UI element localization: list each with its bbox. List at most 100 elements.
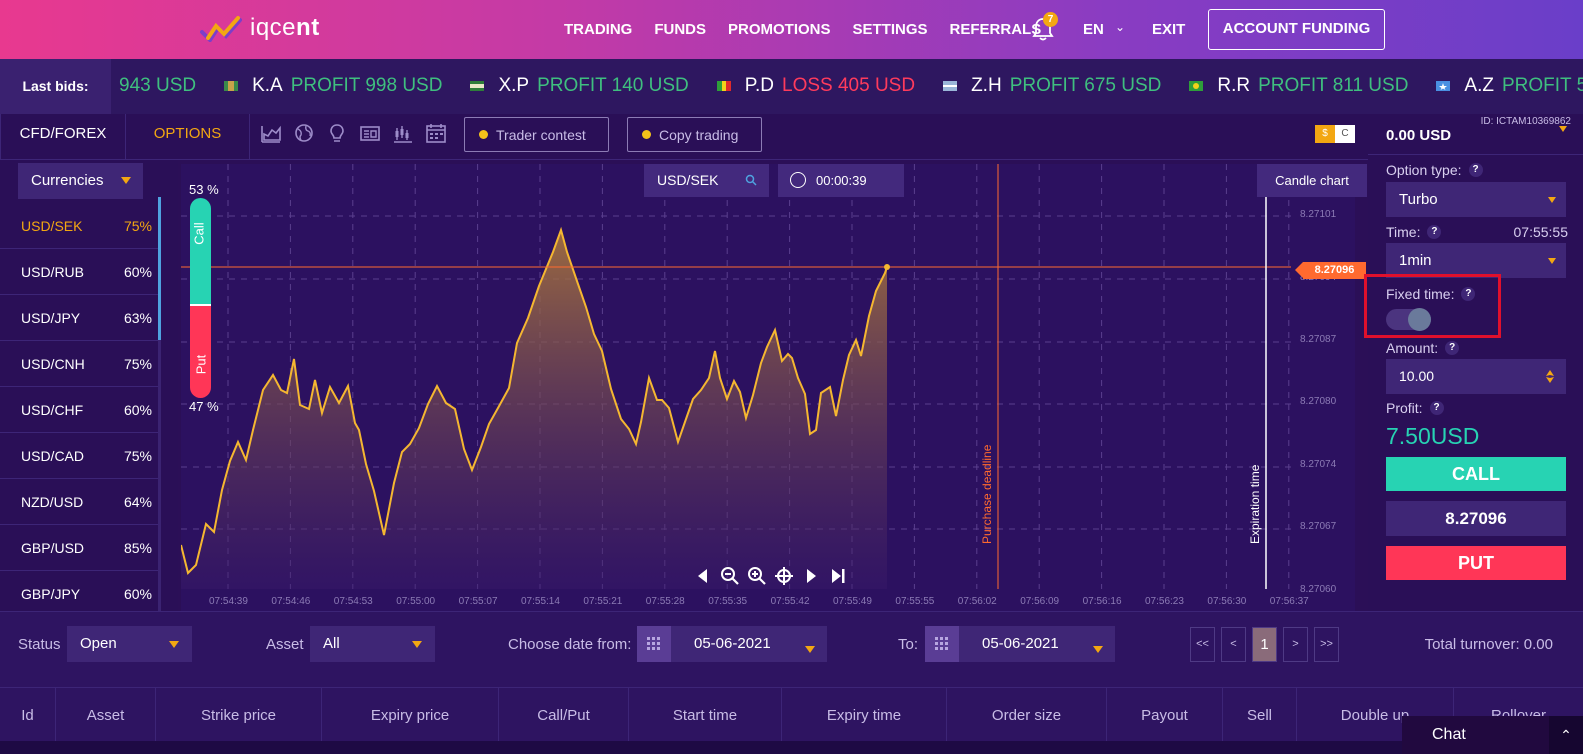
- zoom-in-icon[interactable]: [747, 566, 767, 586]
- asset-item[interactable]: GBP/USD 85%: [0, 525, 158, 571]
- price-chart[interactable]: Purchase deadline Expiration time 8.2710…: [181, 164, 1355, 611]
- stepper-icon[interactable]: [1546, 370, 1554, 383]
- notification-badge: 7: [1043, 12, 1058, 27]
- timer-value: 00:00:39: [816, 173, 867, 188]
- column-header[interactable]: Call/Put: [499, 688, 629, 744]
- asset-filter-select[interactable]: All: [310, 626, 435, 662]
- asset-item[interactable]: USD/CHF 60%: [0, 387, 158, 433]
- news-icon[interactable]: [359, 122, 381, 144]
- dropdown-arrow-icon: [169, 641, 179, 648]
- column-header[interactable]: Sell: [1223, 688, 1297, 744]
- asset-item[interactable]: USD/RUB 60%: [0, 249, 158, 295]
- candle-chart-button[interactable]: Candle chart: [1257, 164, 1367, 197]
- page-next-button[interactable]: >: [1283, 627, 1308, 662]
- asset-item[interactable]: USD/CAD 75%: [0, 433, 158, 479]
- trader-contest-button[interactable]: Trader contest: [464, 117, 609, 152]
- duration-select[interactable]: 1min: [1386, 243, 1566, 278]
- scroll-left-icon[interactable]: [693, 566, 713, 586]
- asset-item[interactable]: GBP/JPY 60%: [0, 571, 158, 617]
- currency-toggle[interactable]: $ C: [1315, 125, 1355, 143]
- ticker-item: A.Z PROFIT 59 USD: [1436, 75, 1583, 97]
- currency-c[interactable]: C: [1335, 125, 1355, 143]
- column-header[interactable]: Expiry price: [322, 688, 499, 744]
- table-bottom-bar: [0, 741, 1583, 754]
- asset-search[interactable]: USD/SEK: [644, 164, 769, 197]
- asset-name: USD/RUB: [21, 263, 85, 280]
- chevron-down-icon[interactable]: ⌄: [1115, 20, 1126, 34]
- tab-options[interactable]: OPTIONS: [126, 114, 250, 160]
- globe-icon[interactable]: [293, 122, 315, 144]
- ticker-items: 943 USD K.A PROFIT 998 USD X.P PROFIT 14…: [119, 75, 1583, 97]
- fixed-time-toggle[interactable]: [1386, 308, 1431, 331]
- nav-settings[interactable]: SETTINGS: [852, 21, 928, 38]
- page-current[interactable]: 1: [1252, 627, 1277, 662]
- column-header[interactable]: Payout: [1107, 688, 1223, 744]
- nav-trading[interactable]: TRADING: [564, 21, 633, 38]
- column-header[interactable]: Order size: [947, 688, 1107, 744]
- help-icon[interactable]: ?: [1445, 341, 1460, 355]
- page-prev-button[interactable]: <: [1221, 627, 1246, 662]
- area-chart-icon[interactable]: [260, 122, 282, 144]
- page-last-button[interactable]: >>: [1314, 627, 1339, 662]
- calendar-grid-icon[interactable]: [637, 626, 671, 662]
- nav-promotions[interactable]: PROMOTIONS: [728, 21, 831, 38]
- skip-to-end-icon[interactable]: [828, 566, 848, 586]
- zoom-out-icon[interactable]: [720, 566, 740, 586]
- chart-controls: [693, 566, 855, 586]
- asset-item[interactable]: USD/JPY 63%: [0, 295, 158, 341]
- asset-item[interactable]: NZD/USD 64%: [0, 479, 158, 525]
- option-type-label: Option type:?: [1386, 162, 1483, 178]
- asset-payout: 60%: [123, 585, 152, 602]
- help-icon[interactable]: ?: [1461, 287, 1476, 301]
- candlestick-icon[interactable]: [392, 122, 414, 144]
- search-icon[interactable]: [745, 174, 757, 186]
- x-tick-label: 07:55:28: [646, 596, 685, 607]
- lightbulb-icon[interactable]: [326, 122, 348, 144]
- help-icon[interactable]: ?: [1427, 225, 1442, 239]
- currency-usd[interactable]: $: [1315, 125, 1335, 143]
- copy-trading-button[interactable]: Copy trading: [627, 117, 762, 152]
- crosshair-icon[interactable]: [774, 566, 794, 586]
- balance-dropdown-icon[interactable]: [1559, 126, 1567, 132]
- calendar-grid-icon[interactable]: [925, 626, 959, 662]
- nav-funds[interactable]: FUNDS: [654, 21, 706, 38]
- column-header[interactable]: Id: [0, 688, 56, 744]
- exit-link[interactable]: EXIT: [1152, 21, 1186, 38]
- nav-referrals[interactable]: REFERRALS: [949, 21, 1042, 38]
- ticker-item: 943 USD: [119, 75, 196, 97]
- column-header[interactable]: Asset: [56, 688, 156, 744]
- ticker-result: LOSS 405 USD: [782, 75, 916, 96]
- date-from-picker[interactable]: 05-06-2021: [637, 626, 827, 662]
- help-icon[interactable]: ?: [1429, 401, 1444, 415]
- column-header[interactable]: Expiry time: [782, 688, 947, 744]
- column-header[interactable]: Strike price: [156, 688, 322, 744]
- column-header[interactable]: Start time: [629, 688, 782, 744]
- account-funding-button[interactable]: ACCOUNT FUNDING: [1208, 9, 1385, 50]
- asset-item[interactable]: USD/CNH 75%: [0, 341, 158, 387]
- language-selector[interactable]: EN: [1083, 21, 1104, 38]
- date-to-picker[interactable]: 05-06-2021: [925, 626, 1115, 662]
- category-select[interactable]: Currencies: [18, 163, 143, 199]
- chevron-up-icon[interactable]: ⌃: [1549, 716, 1583, 754]
- help-icon[interactable]: ?: [1468, 163, 1483, 177]
- page-first-button[interactable]: <<: [1190, 627, 1215, 662]
- status-select[interactable]: Open: [67, 626, 192, 662]
- last-bids-ticker: Last bids: 943 USD K.A PROFIT 998 USD X.…: [0, 59, 1583, 114]
- tab-cfd-forex[interactable]: CFD/FOREX: [0, 114, 126, 160]
- amount-input[interactable]: 10.00: [1386, 359, 1566, 394]
- logo[interactable]: iqcent: [200, 14, 320, 42]
- x-tick-label: 07:56:09: [1020, 596, 1059, 607]
- asset-item[interactable]: USD/SEK 75%: [0, 203, 158, 249]
- put-button[interactable]: PUT: [1386, 546, 1566, 580]
- chat-widget[interactable]: Chat ⌃: [1402, 716, 1583, 754]
- x-tick-label: 07:56:23: [1145, 596, 1184, 607]
- x-tick-label: 07:55:55: [895, 596, 934, 607]
- calendar-icon[interactable]: [425, 122, 447, 144]
- asset-name: USD/CNH: [21, 355, 85, 372]
- asset-list-scrollbar[interactable]: [158, 197, 161, 340]
- account-balance[interactable]: 0.00 USD: [1386, 127, 1452, 144]
- call-button[interactable]: CALL: [1386, 457, 1566, 491]
- scroll-right-icon[interactable]: [801, 566, 821, 586]
- ticker-result: 943 USD: [119, 75, 197, 96]
- option-type-select[interactable]: Turbo: [1386, 182, 1566, 217]
